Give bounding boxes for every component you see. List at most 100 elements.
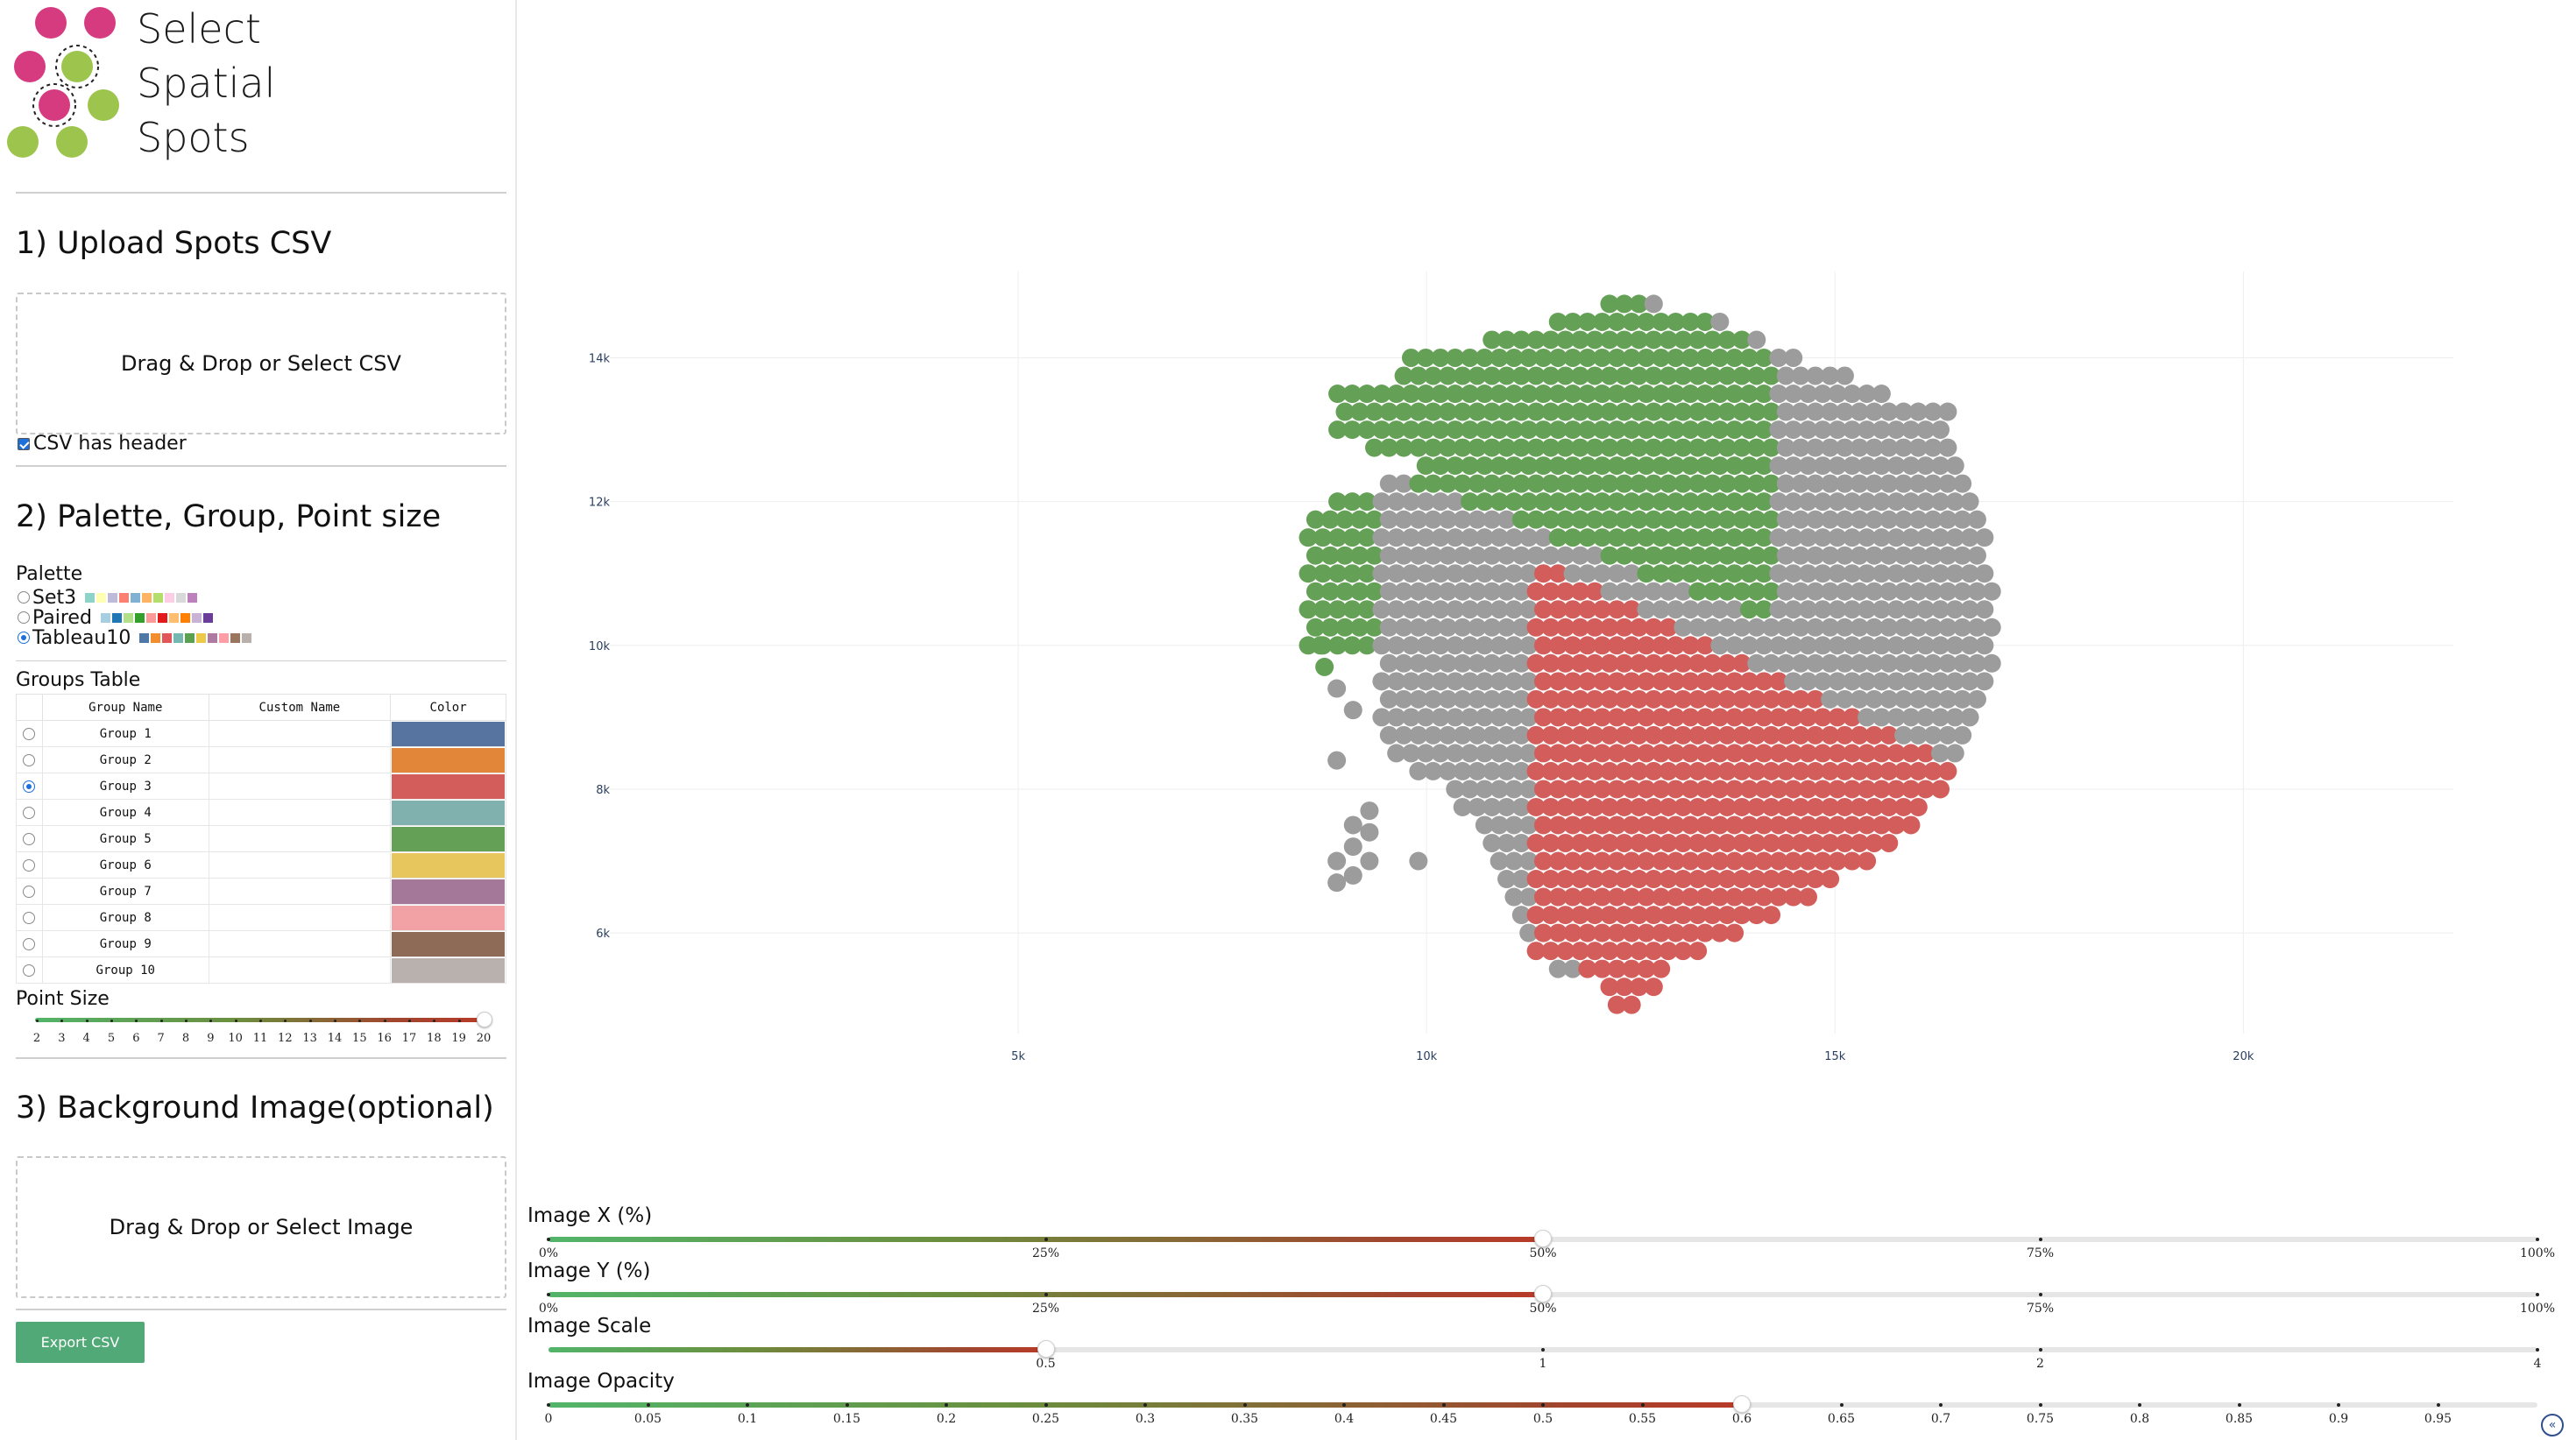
group-select-cell[interactable] xyxy=(16,799,43,826)
custom-name-cell[interactable] xyxy=(208,851,392,879)
spot-point xyxy=(1578,600,1597,619)
spot-point xyxy=(1923,546,1943,565)
spot-point xyxy=(1585,834,1604,852)
spot-point xyxy=(1541,366,1560,385)
csv-dropzone[interactable]: Drag & Drop or Select CSV xyxy=(16,293,506,434)
spot-point xyxy=(1725,385,1744,404)
group-color-cell[interactable] xyxy=(390,720,506,747)
double-chevron-left-icon[interactable]: « xyxy=(2541,1414,2564,1436)
group-select-cell[interactable] xyxy=(16,773,43,800)
slider-track[interactable] xyxy=(547,1285,2539,1302)
custom-name-cell[interactable] xyxy=(208,956,392,984)
group-select-cell[interactable] xyxy=(16,746,43,773)
group-color-swatch[interactable] xyxy=(392,931,505,956)
group-select-radio[interactable] xyxy=(23,753,36,766)
csv-header-checkbox[interactable] xyxy=(18,437,30,450)
custom-name-cell[interactable] xyxy=(208,773,392,800)
table-row[interactable]: Group 10 xyxy=(16,956,506,984)
table-row[interactable]: Group 1 xyxy=(16,720,506,747)
group-select-cell[interactable] xyxy=(16,956,43,984)
table-row[interactable]: Group 3 xyxy=(16,773,506,800)
group-select-radio[interactable] xyxy=(23,780,36,793)
slider-handle[interactable] xyxy=(1534,1285,1552,1302)
custom-name-cell[interactable] xyxy=(208,878,392,905)
group-select-radio[interactable] xyxy=(23,885,36,898)
slider-handle[interactable] xyxy=(1534,1230,1552,1247)
group-select-radio[interactable] xyxy=(23,727,36,740)
slider-handle[interactable] xyxy=(1037,1340,1055,1358)
spot-point xyxy=(1320,618,1340,637)
table-row[interactable]: Group 8 xyxy=(16,904,506,931)
group-color-swatch[interactable] xyxy=(392,721,505,746)
group-select-radio[interactable] xyxy=(23,964,36,977)
group-color-swatch[interactable] xyxy=(392,852,505,878)
export-csv-button[interactable]: Export CSV xyxy=(16,1322,145,1363)
spot-point xyxy=(1615,294,1634,314)
custom-name-cell[interactable] xyxy=(208,825,392,852)
group-select-radio[interactable] xyxy=(23,832,36,845)
palette-radio-paired[interactable] xyxy=(18,611,30,624)
group-color-cell[interactable] xyxy=(390,799,506,826)
group-color-swatch[interactable] xyxy=(392,879,505,904)
group-select-radio[interactable] xyxy=(23,858,36,872)
custom-name-cell[interactable] xyxy=(208,720,392,747)
group-select-radio[interactable] xyxy=(23,806,36,819)
group-color-swatch[interactable] xyxy=(392,800,505,825)
group-color-cell[interactable] xyxy=(390,904,506,931)
point-size-slider-handle[interactable] xyxy=(477,1012,492,1027)
image-dropzone[interactable]: Drag & Drop or Select Image xyxy=(16,1156,506,1298)
group-color-cell[interactable] xyxy=(390,930,506,957)
group-color-swatch[interactable] xyxy=(392,826,505,851)
group-select-cell[interactable] xyxy=(16,851,43,879)
palette-option-tableau10[interactable]: Tableau10 xyxy=(18,627,252,649)
slider-track[interactable] xyxy=(547,1230,2539,1247)
spot-point xyxy=(1858,420,1877,440)
spot-point xyxy=(1490,636,1509,655)
group-color-swatch[interactable] xyxy=(392,773,505,799)
spatial-scatter-plot[interactable]: 5k 10k 15k 20k 6k 8k 10k 12k 14k xyxy=(561,263,2488,1147)
group-select-cell[interactable] xyxy=(16,878,43,905)
palette-radio-tableau10[interactable] xyxy=(18,632,30,644)
spot-point xyxy=(1872,600,1891,619)
table-row[interactable]: Group 5 xyxy=(16,825,506,852)
csv-header-checkbox-row[interactable]: CSV has header xyxy=(18,433,187,455)
group-color-cell[interactable] xyxy=(390,825,506,852)
group-color-cell[interactable] xyxy=(390,878,506,905)
spot-point xyxy=(1483,402,1502,421)
spot-point xyxy=(1879,653,1899,673)
slider-handle[interactable] xyxy=(1733,1395,1751,1413)
group-color-cell[interactable] xyxy=(390,773,506,800)
group-color-swatch[interactable] xyxy=(392,957,505,983)
spot-point xyxy=(1762,402,1781,421)
group-color-swatch[interactable] xyxy=(392,905,505,930)
group-select-cell[interactable] xyxy=(16,720,43,747)
table-row[interactable]: Group 2 xyxy=(16,746,506,773)
table-row[interactable]: Group 4 xyxy=(16,799,506,826)
group-select-radio[interactable] xyxy=(23,937,36,950)
palette-option-set3[interactable]: Set3 xyxy=(18,587,198,609)
palette-radio-set3[interactable] xyxy=(18,591,30,604)
group-select-cell[interactable] xyxy=(16,825,43,852)
slider-track[interactable] xyxy=(547,1395,2537,1413)
spot-point xyxy=(1475,636,1494,655)
spot-point xyxy=(1879,689,1899,709)
custom-name-cell[interactable] xyxy=(208,930,392,957)
group-color-cell[interactable] xyxy=(390,746,506,773)
custom-name-cell[interactable] xyxy=(208,799,392,826)
table-row[interactable]: Group 9 xyxy=(16,930,506,957)
custom-name-cell[interactable] xyxy=(208,746,392,773)
slider-track[interactable] xyxy=(548,1340,2539,1358)
group-color-swatch[interactable] xyxy=(392,747,505,773)
group-color-cell[interactable] xyxy=(390,851,506,879)
group-select-cell[interactable] xyxy=(16,904,43,931)
table-row[interactable]: Group 6 xyxy=(16,851,506,879)
group-select-radio[interactable] xyxy=(23,911,36,924)
spot-point xyxy=(1365,402,1384,421)
group-select-cell[interactable] xyxy=(16,930,43,957)
group-color-cell[interactable] xyxy=(390,956,506,984)
palette-option-paired[interactable]: Paired xyxy=(18,607,213,629)
custom-name-cell[interactable] xyxy=(208,904,392,931)
table-row[interactable]: Group 7 xyxy=(16,878,506,905)
spot-point xyxy=(1431,456,1450,476)
